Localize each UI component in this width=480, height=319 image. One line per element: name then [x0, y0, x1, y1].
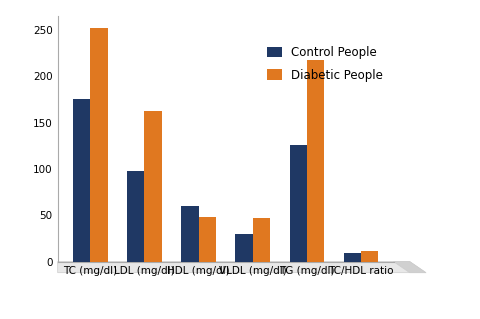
Bar	[181, 206, 199, 262]
Bar	[199, 217, 216, 262]
Bar	[144, 111, 162, 262]
Bar	[289, 145, 307, 262]
Bar	[127, 171, 144, 262]
Bar	[361, 251, 378, 262]
Bar	[252, 218, 270, 262]
Bar	[235, 234, 252, 262]
Bar	[73, 100, 90, 262]
Bar	[307, 60, 324, 262]
Bar	[90, 28, 108, 262]
Legend: Control People, Diabetic People: Control People, Diabetic People	[263, 41, 388, 86]
Bar	[344, 253, 361, 262]
Polygon shape	[58, 262, 426, 273]
Polygon shape	[394, 262, 426, 273]
